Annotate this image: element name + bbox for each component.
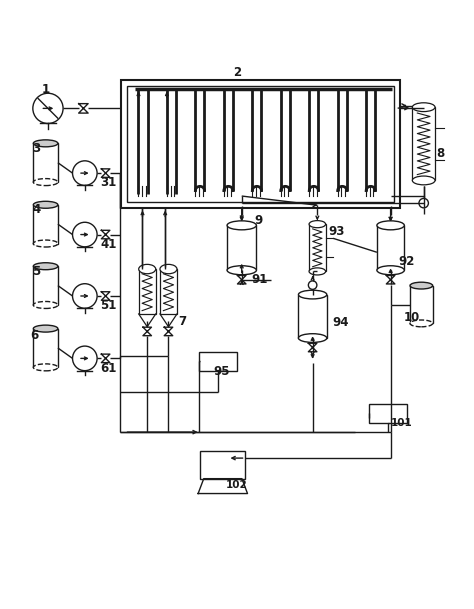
Bar	[410, 286, 433, 323]
Text: 10: 10	[404, 311, 420, 324]
Ellipse shape	[33, 262, 58, 270]
Ellipse shape	[33, 240, 58, 247]
Text: 94: 94	[333, 316, 349, 329]
Bar	[377, 225, 404, 270]
Text: 4: 4	[32, 203, 40, 216]
Ellipse shape	[410, 282, 433, 289]
Ellipse shape	[309, 220, 326, 228]
Text: 41: 41	[100, 238, 117, 250]
Ellipse shape	[139, 264, 156, 273]
Text: 7: 7	[179, 314, 187, 328]
Bar	[33, 329, 58, 367]
Text: 8: 8	[436, 147, 444, 160]
Ellipse shape	[33, 301, 58, 309]
Bar	[139, 269, 156, 314]
Ellipse shape	[33, 202, 58, 208]
Ellipse shape	[160, 264, 177, 273]
Bar	[369, 404, 407, 423]
Ellipse shape	[377, 221, 404, 230]
Bar	[160, 269, 177, 314]
Bar	[299, 295, 327, 338]
Circle shape	[419, 199, 428, 208]
Text: 5: 5	[32, 265, 40, 278]
Bar	[199, 352, 237, 371]
Ellipse shape	[309, 268, 326, 275]
Ellipse shape	[412, 176, 435, 185]
Ellipse shape	[412, 103, 435, 111]
Bar	[201, 451, 245, 479]
Ellipse shape	[227, 221, 256, 230]
Text: 95: 95	[214, 365, 230, 378]
Bar	[127, 86, 394, 202]
Text: 6: 6	[31, 329, 39, 342]
Text: 102: 102	[226, 480, 248, 490]
Ellipse shape	[33, 364, 58, 371]
Text: 2: 2	[233, 66, 241, 79]
Ellipse shape	[33, 140, 58, 147]
Bar	[412, 107, 435, 180]
Text: 9: 9	[254, 214, 263, 227]
Text: 93: 93	[328, 225, 345, 238]
Ellipse shape	[377, 266, 404, 275]
Bar	[121, 80, 400, 208]
Text: 1: 1	[42, 83, 50, 96]
Ellipse shape	[299, 334, 327, 342]
Ellipse shape	[33, 325, 58, 332]
Text: 92: 92	[398, 255, 414, 267]
Ellipse shape	[227, 266, 256, 275]
Bar	[309, 224, 326, 272]
Bar	[33, 205, 58, 244]
Text: 61: 61	[100, 362, 117, 375]
Text: 101: 101	[391, 418, 412, 428]
Text: 31: 31	[100, 176, 117, 189]
Circle shape	[309, 281, 317, 289]
Ellipse shape	[299, 290, 327, 299]
Bar	[227, 225, 256, 270]
Text: 51: 51	[100, 299, 117, 312]
Bar	[33, 143, 58, 182]
Ellipse shape	[410, 320, 433, 327]
Text: 91: 91	[252, 273, 268, 286]
Text: 3: 3	[32, 142, 40, 155]
Ellipse shape	[33, 178, 58, 186]
Bar	[33, 266, 58, 305]
